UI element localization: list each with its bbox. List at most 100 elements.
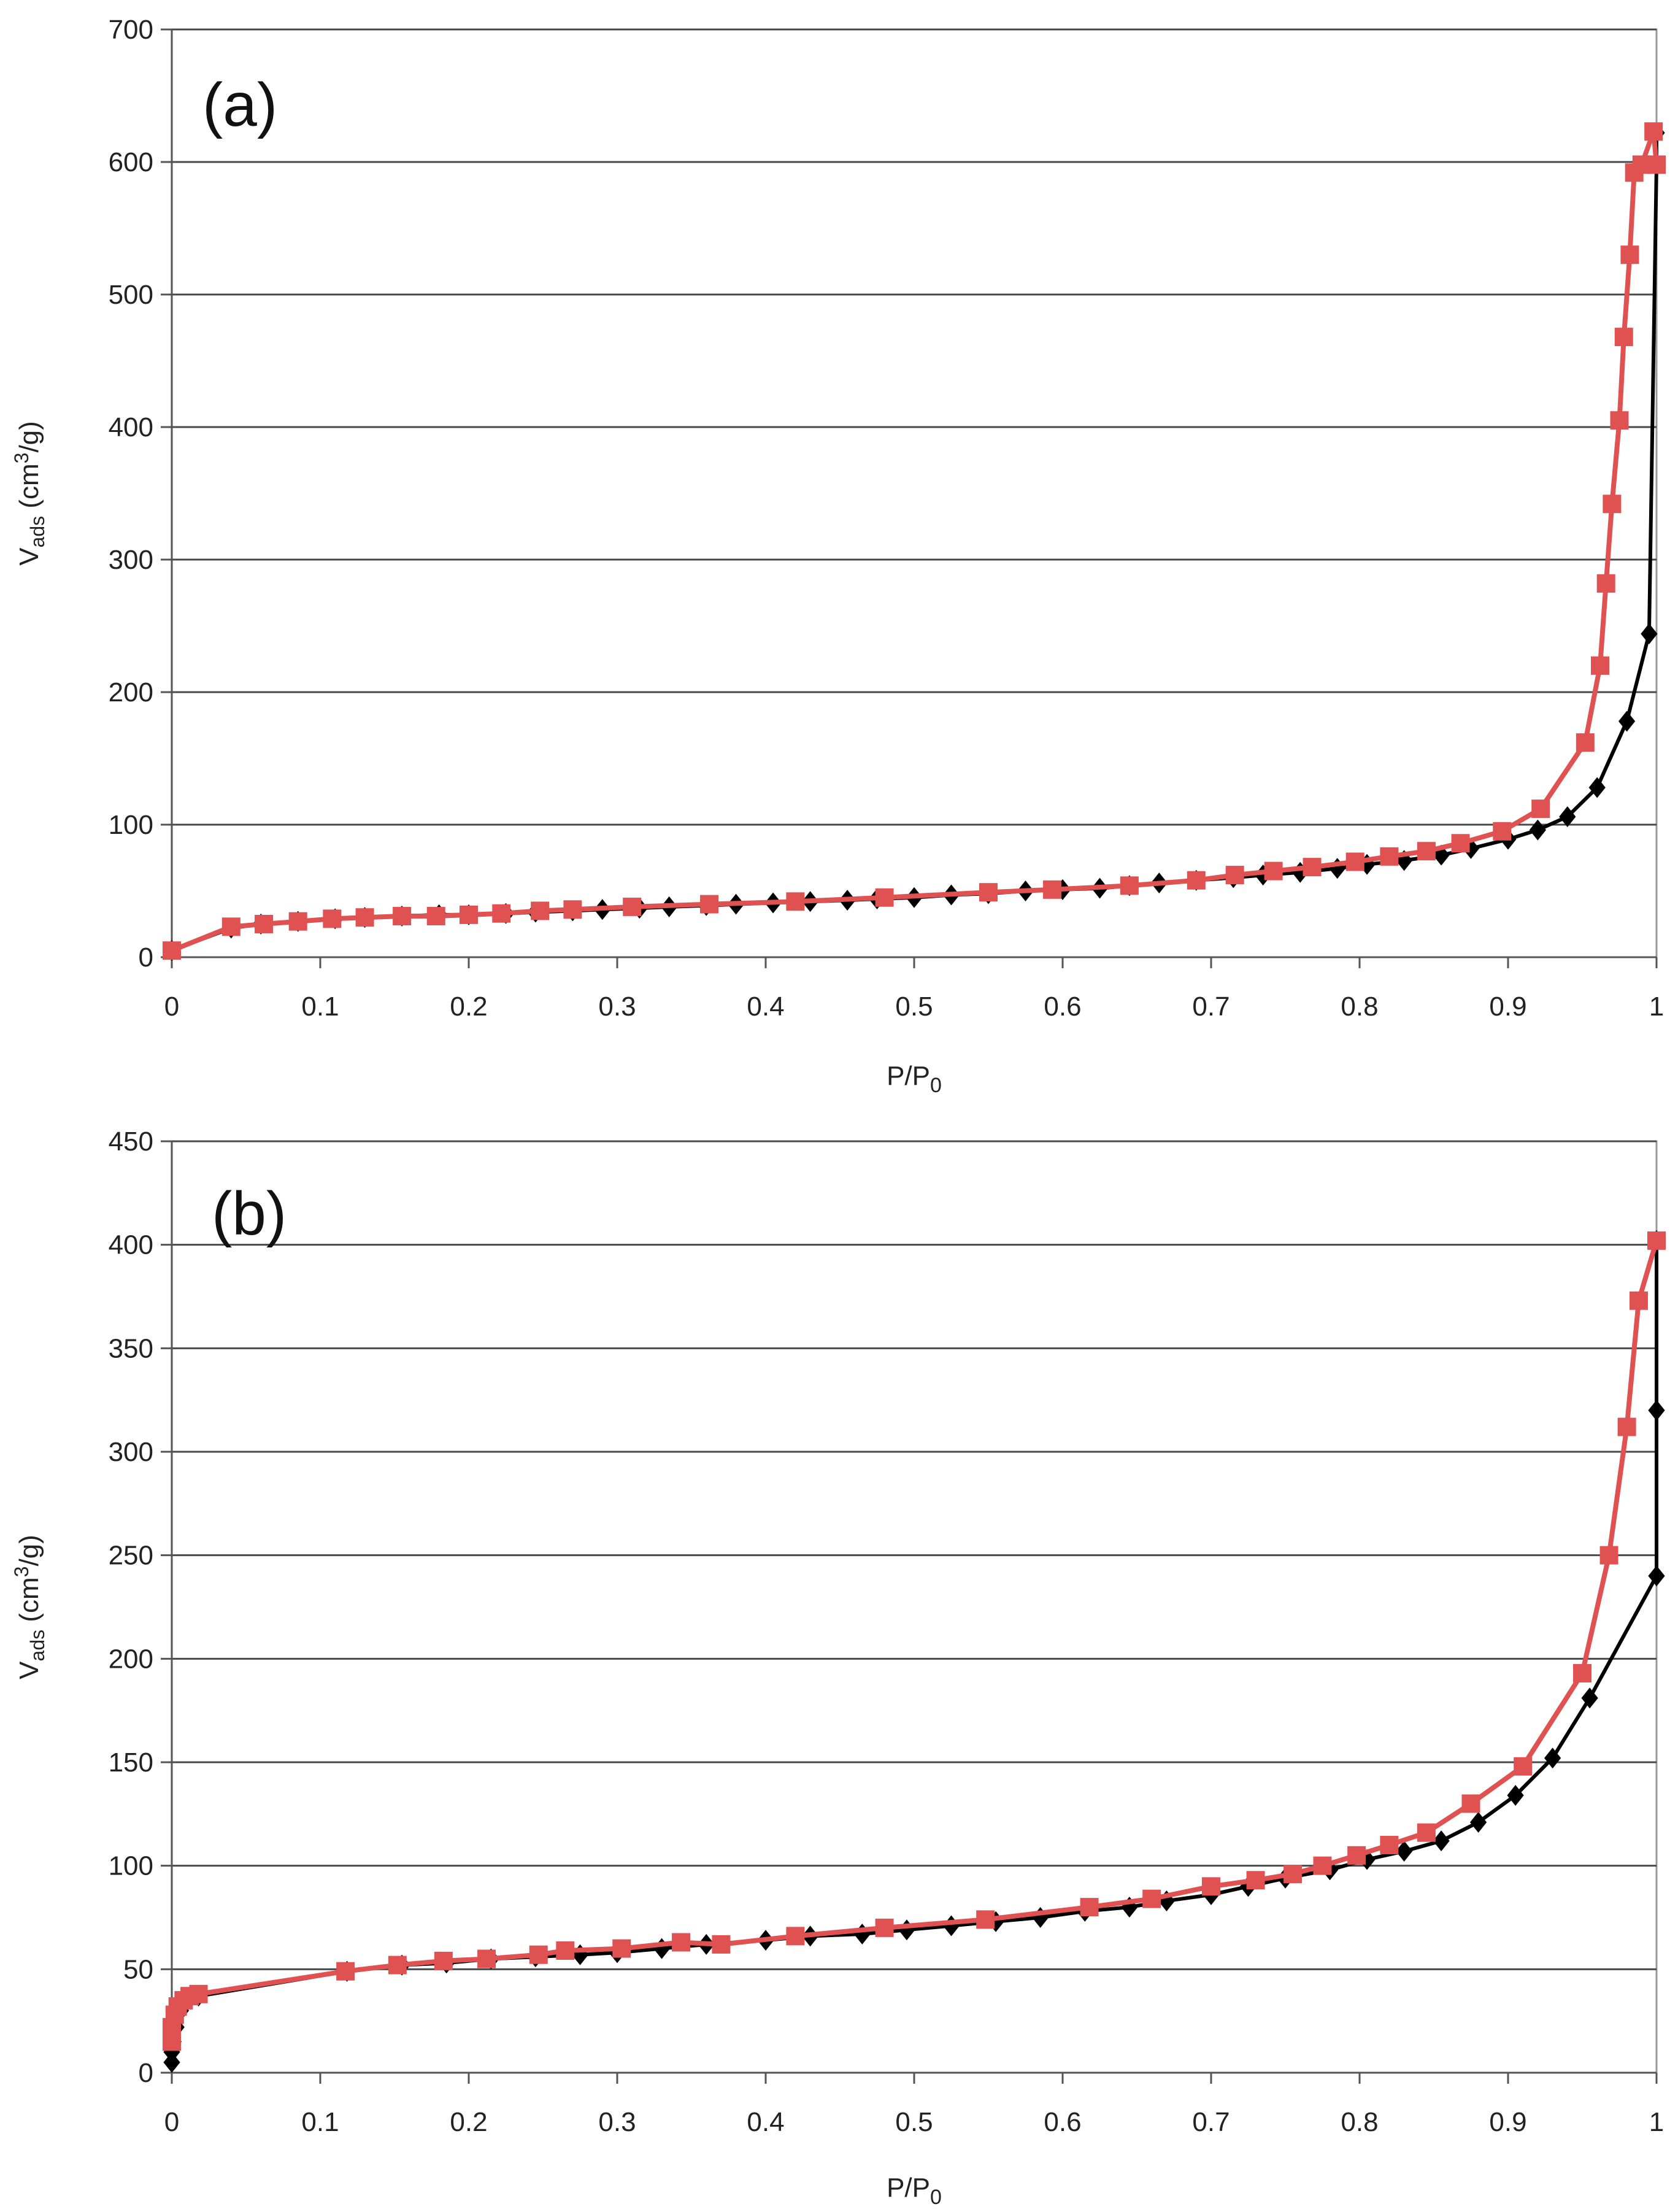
x-tick-label: 0.4 xyxy=(747,2107,784,2137)
y-axis-label-tail: /g) xyxy=(14,1535,44,1566)
y-tick-label: 300 xyxy=(109,1437,153,1467)
desorption-data-point xyxy=(1313,1856,1332,1875)
x-tick-label: 1 xyxy=(1649,992,1664,1022)
y-tick-label: 100 xyxy=(109,1851,153,1881)
y-axis-label-main: V xyxy=(14,547,44,566)
desorption-data-point xyxy=(1596,574,1615,593)
desorption-data-point xyxy=(1610,411,1629,430)
desorption-data-point xyxy=(1202,1877,1220,1896)
desorption-data-point xyxy=(556,1941,575,1960)
desorption-data-point xyxy=(255,915,274,933)
x-tick-label: 0.6 xyxy=(1044,2107,1081,2137)
x-tick-label: 1 xyxy=(1649,2107,1664,2137)
desorption-data-point xyxy=(1417,1823,1436,1842)
x-tick-label: 0.2 xyxy=(450,2107,487,2137)
desorption-data-point xyxy=(1225,866,1244,885)
desorption-data-point xyxy=(393,907,412,926)
desorption-data-point xyxy=(1451,834,1470,853)
desorption-data-point xyxy=(1380,847,1399,866)
desorption-data-point xyxy=(1493,822,1512,841)
x-tick-label: 0.3 xyxy=(598,2107,636,2137)
chart-panel-b: 0 50 100 150 200 250 300 350 400 450 0 0.1 0.2 0.3 0.4… xyxy=(10,1127,1666,2209)
desorption-data-point xyxy=(612,1939,631,1958)
y-axis-label: Vads (cm3/g) xyxy=(10,1535,48,1679)
adsorption-data-point xyxy=(1559,806,1576,828)
adsorption-data-point xyxy=(1470,1811,1487,1833)
desorption-data-point xyxy=(1043,880,1062,899)
panel-label: (a) xyxy=(202,71,277,139)
adsorption-data-point xyxy=(1648,1565,1665,1587)
desorption-data-point xyxy=(189,1984,208,2003)
x-tick-label: 0.9 xyxy=(1489,2107,1526,2137)
desorption-data-point xyxy=(875,1918,894,1937)
desorption-data-point xyxy=(529,1945,548,1964)
desorption-data-point xyxy=(700,895,719,914)
adsorption-data-point xyxy=(1507,1784,1524,1806)
desorption-data-point xyxy=(563,900,582,919)
desorption-data-point xyxy=(355,908,374,927)
desorption-series-line xyxy=(169,129,1659,954)
y-axis-label-subscript: ads xyxy=(26,1630,48,1662)
x-tick-label: 0.6 xyxy=(1044,992,1081,1022)
x-tick-label: 0.8 xyxy=(1341,2107,1378,2137)
adsorption-data-point xyxy=(942,1915,960,1936)
desorption-data-point xyxy=(1264,861,1283,881)
y-tick-label: 400 xyxy=(109,1230,153,1260)
desorption-data-point xyxy=(1620,245,1639,264)
desorption-data-point xyxy=(388,1956,407,1975)
y-tick-label: 300 xyxy=(109,545,153,575)
desorption-data-point xyxy=(1629,1291,1648,1310)
y-axis-label-tail: /g) xyxy=(14,421,44,452)
plot-area xyxy=(171,28,1658,958)
x-tick-label: 0.5 xyxy=(895,992,933,1022)
desorption-data-point xyxy=(1576,733,1595,752)
desorption-data-point xyxy=(786,892,805,911)
adsorption-data-point xyxy=(1529,819,1546,841)
adsorption-data-point xyxy=(1648,1400,1665,1421)
desorption-data-point xyxy=(1284,1865,1303,1884)
y-tick-label: 100 xyxy=(109,810,153,840)
desorption-data-point xyxy=(976,1910,995,1929)
y-axis-label-unit: (cm xyxy=(14,463,44,516)
y-tick-label: 400 xyxy=(109,412,153,442)
desorption-data-point xyxy=(1531,800,1550,819)
desorption-data-point xyxy=(1647,1231,1666,1250)
desorption-data-point xyxy=(434,1951,453,1970)
x-tick-label: 0.2 xyxy=(450,992,487,1022)
desorption-data-point xyxy=(288,912,307,931)
desorption-data-point xyxy=(1614,328,1633,347)
desorption-data-point xyxy=(1120,876,1139,895)
desorption-data-point xyxy=(492,904,511,923)
desorption-data-point xyxy=(426,907,445,926)
x-tick-label: 0.8 xyxy=(1341,992,1378,1022)
desorption-data-point xyxy=(1603,495,1622,514)
desorption-data-point xyxy=(1573,1663,1591,1682)
desorption-data-point xyxy=(323,909,342,928)
desorption-data-point xyxy=(1080,1898,1099,1917)
desorption-data-point xyxy=(221,917,241,936)
y-tick-label: 350 xyxy=(109,1333,153,1363)
desorption-data-point xyxy=(1514,1757,1533,1776)
desorption-data-point xyxy=(875,888,894,907)
y-axis-label-superscript: 3 xyxy=(10,1567,33,1578)
x-tick-label: 0.1 xyxy=(301,992,339,1022)
chart-panel-a: 0 100 200 300 400 500 600 700 0 0.1 0.2 0.3 0.4 0.5 0.… xyxy=(10,15,1666,1097)
x-axis-label: P/P0 xyxy=(887,1061,942,1097)
y-tick-label: 200 xyxy=(109,677,153,707)
desorption-data-point xyxy=(1599,1546,1618,1565)
desorption-data-point xyxy=(1303,858,1322,877)
adsorption-data-point xyxy=(1433,1830,1450,1852)
desorption-data-point xyxy=(1617,1417,1636,1436)
desorption-data-point xyxy=(1647,155,1666,174)
desorption-data-point xyxy=(336,1962,355,1981)
y-axis-label-superscript: 3 xyxy=(10,453,33,464)
x-tick-label: 0.3 xyxy=(598,992,636,1022)
x-tick-label: 0.7 xyxy=(1192,992,1230,1022)
adsorption-data-point xyxy=(1544,1748,1561,1769)
desorption-data-point xyxy=(623,897,642,916)
x-tick-label: 0 xyxy=(164,2107,179,2137)
panel-label: (b) xyxy=(212,1179,287,1248)
y-tick-label: 0 xyxy=(139,942,153,973)
desorption-data-point xyxy=(1591,656,1610,675)
x-axis-label-main: P/P xyxy=(887,1061,930,1091)
